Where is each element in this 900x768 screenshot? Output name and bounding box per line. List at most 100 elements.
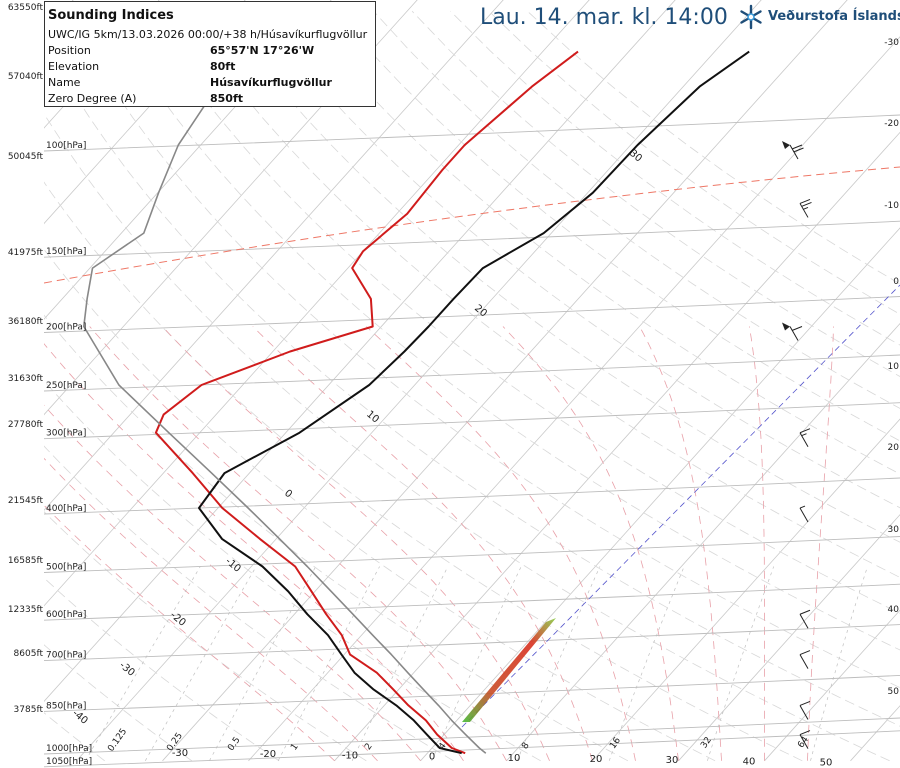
mixing-ratio-line [608,566,685,761]
moist-adiabat-line [252,326,593,761]
isobar-line [44,583,900,621]
isobar-line [44,536,900,573]
height-label: 50045ft [8,152,44,162]
right-scale-label: 0 [893,277,899,287]
info-label: Elevation [48,60,100,73]
height-label: 21545ft [8,496,44,506]
height-label: 16585ft [8,556,44,566]
isotherm-line [44,0,504,511]
wind-barb [799,700,811,720]
temperature-label: -10 [342,750,358,761]
info-label: Name [48,76,81,89]
pressure-label: 600[hPa] [46,610,86,620]
temperature-label: 10 [508,753,521,764]
info-row-name: Name Húsavíkurflugvöllur [48,76,368,92]
parcel-curve [83,51,487,754]
moist-adiabat-line [366,326,636,761]
isotherm-label: -10 [223,556,243,575]
isobar-line [44,220,900,258]
isobar-line [44,114,900,152]
right-scale-label: 40 [888,605,900,615]
dry-adiabat-line [65,11,900,689]
mixing-ratio-line [810,566,868,761]
dry-adiabat-line [44,181,803,762]
pressure-label: 850[hPa] [46,701,86,711]
brand-logo: Veðurstofa Íslands [738,4,900,32]
barb-flag [799,650,811,656]
height-label: 36180ft [8,317,44,327]
isobar-line [44,730,900,768]
dry-adiabat-line [103,10,900,651]
model-run-label: UWC/IG 5km/13.03.2026 00:00/+38 h/Húsaví… [48,28,368,41]
height-label: 63550ft [8,3,44,13]
right-scale-label: -10 [884,201,899,211]
barb-pennant [782,322,790,331]
dry-adiabat-line [373,10,900,409]
shear-wedge [462,618,556,722]
moist-adiabat-line [44,504,335,762]
info-label: Position [48,44,91,57]
moist-adiabat-line [807,326,834,761]
info-value: Húsavíkurflugvöllur [210,76,332,89]
mixing-ratio-line [277,566,380,761]
height-label: 57040ft [8,72,44,82]
mixing-ratio-label: 0.125 [106,727,129,754]
moist-adiabat-line [44,343,464,762]
isotherm-line [76,0,762,762]
mixing-ratio-label: 1 [289,742,300,752]
wind-barb [799,650,811,669]
height-label: 3785ft [14,705,44,715]
pressure-label: 1000[hPa] [46,744,92,754]
temperature-label: 50 [820,758,833,768]
barb-staff [789,326,799,341]
barb-flag [799,198,811,204]
right-scale-label: 10 [888,362,900,372]
info-value: 65°57'N 17°26'W [210,44,315,57]
snowflake-icon [740,4,762,30]
barb-flag [799,428,811,434]
isobar-line [44,477,900,515]
pressure-label: 100[hPa] [46,141,86,151]
isobar-line [44,354,900,392]
barb-flag [791,144,803,150]
moist-adiabat-line [502,326,679,761]
moist-adiabat-line [89,326,507,761]
isotherm-line [678,514,900,762]
sounding-indices-panel: Sounding Indices UWC/IG 5km/13.03.2026 0… [44,1,376,107]
hodograph [462,618,556,722]
freezing-level-line [44,166,900,284]
isobar-line [44,624,900,662]
isotherm-line [420,227,900,762]
mixing-ratio-line [85,566,201,761]
barb-flag [799,609,811,615]
barb-flag [799,730,811,736]
isotherm-label: 0 [282,488,294,501]
barb-half-flag [802,206,809,210]
right-scale-label: 20 [888,443,900,453]
dry-adiabat-line [142,10,900,614]
reference-line [461,284,900,728]
dry-adiabat-line [44,511,367,762]
moist-adiabat-line [162,326,550,761]
axis-labels: 100[hPa] 150[hPa] 200[hPa] 250[hPa] 300[hPa]… [8,3,899,768]
dry-adiabat-line [44,644,193,762]
isobar-line [44,296,900,333]
dry-adiabat-line [296,10,900,475]
pressure-label: 150[hPa] [46,247,86,257]
barb-staff [799,613,809,629]
mixing-ratio-label: 16 [608,736,623,751]
wind-barb [799,730,811,749]
mixing-ratio-line [144,566,257,761]
mixing-ratio-label: 0.5 [226,735,242,752]
dry-adiabat-line [488,10,900,315]
pressure-label: 500[hPa] [46,563,86,573]
dry-adiabat-line [44,112,890,762]
isotherm-label: -30 [117,660,137,679]
barb-flag [793,147,804,153]
right-scale-label: 50 [888,687,900,697]
dewpoint-curve [198,50,750,755]
mixing-ratio-label: 32 [699,735,714,750]
barb-flag [791,326,803,331]
temperature-label: -20 [260,749,276,760]
